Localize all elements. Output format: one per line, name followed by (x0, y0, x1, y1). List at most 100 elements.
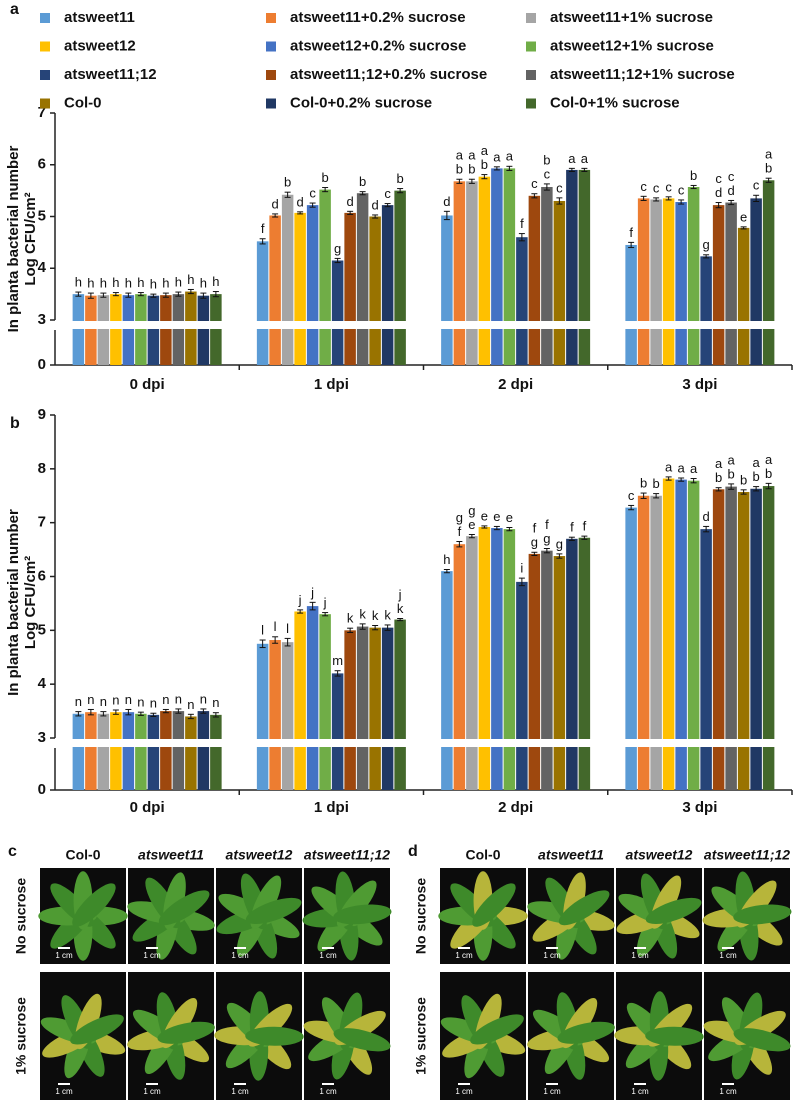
significance-letter: m (332, 653, 343, 668)
x-tick-label: 2 dpi (498, 376, 533, 393)
significance-letter: c (384, 186, 391, 201)
bar (737, 491, 750, 790)
y-tick-label: 6 (38, 567, 46, 584)
significance-letter: k (397, 601, 404, 616)
column-header: atsweet11;12 (304, 847, 390, 863)
significance-letter: g (556, 536, 563, 551)
significance-letter: k (384, 607, 391, 622)
legend-label: Col-0 (64, 94, 102, 111)
significance-letter: b (728, 466, 735, 481)
significance-letter: a (690, 461, 698, 476)
bar (566, 538, 578, 790)
scale-bar-label: 1 cm (231, 1087, 249, 1096)
bar (762, 486, 775, 790)
bar (85, 295, 97, 365)
significance-letter: l (286, 621, 289, 636)
y-tick-label: 7 (38, 104, 46, 121)
x-tick-label: 1 dpi (314, 376, 349, 393)
significance-letter: f (545, 517, 549, 532)
bar (72, 713, 85, 790)
bar (294, 611, 306, 790)
significance-letter: a (765, 452, 773, 467)
bar (135, 713, 147, 790)
legend-swatch (266, 70, 276, 80)
significance-letter: d (715, 185, 722, 200)
legend-swatch (266, 13, 276, 23)
significance-letter: f (629, 225, 633, 240)
significance-letter: b (690, 168, 697, 183)
significance-letter: a (456, 148, 464, 163)
bar (319, 189, 331, 365)
leaf (645, 1026, 704, 1046)
bar (541, 550, 553, 790)
bar (256, 643, 269, 790)
bar (72, 294, 85, 365)
bar (356, 193, 369, 365)
significance-letter: b (715, 470, 722, 485)
significance-letter: h (162, 276, 169, 291)
y-tick-label: 0 (38, 356, 46, 373)
legend-swatch (40, 13, 50, 23)
bar (97, 295, 110, 365)
bar (750, 488, 762, 790)
leaf (245, 1026, 304, 1046)
significance-letter: a (581, 151, 589, 166)
legend-label: atsweet11;12+0.2% sucrose (290, 66, 487, 83)
leaf (245, 897, 302, 925)
x-tick-label: 2 dpi (498, 799, 533, 816)
bar (478, 176, 491, 365)
significance-letter: h (175, 274, 182, 289)
legend-label: atsweet12+1% sucrose (550, 37, 714, 54)
bar (394, 190, 406, 365)
bar (737, 227, 750, 365)
bar (210, 294, 222, 365)
significance-letter: n (87, 692, 94, 707)
bar (172, 711, 185, 790)
bar (441, 571, 453, 790)
scale-bar-label: 1 cm (319, 1087, 337, 1096)
panel-label: a (10, 1, 19, 18)
y-tick-label: 4 (38, 675, 47, 692)
scale-bar-label: 1 cm (143, 1087, 161, 1096)
significance-letter: i (520, 561, 523, 576)
x-tick-label: 3 dpi (682, 799, 717, 816)
significance-letter: c (665, 179, 672, 194)
bar (466, 181, 478, 365)
axis-break (47, 321, 794, 329)
bar (281, 194, 294, 365)
significance-letter: d (372, 197, 379, 212)
significance-letter: n (100, 694, 107, 709)
leaf (645, 897, 702, 925)
significance-letter: k (347, 611, 354, 626)
bar (516, 581, 528, 790)
significance-letter: j (310, 585, 314, 600)
bar (566, 169, 578, 365)
column-header: atsweet12 (226, 847, 293, 863)
legend-label: atsweet12 (64, 37, 136, 54)
significance-letter: c (556, 180, 563, 195)
y-axis-title: In planta bacterial number (5, 509, 22, 696)
significance-letter: b (640, 475, 647, 490)
y-tick-label: 3 (38, 729, 46, 746)
significance-letter: k (372, 608, 379, 623)
significance-letter: g (456, 510, 463, 525)
leaf (557, 1021, 615, 1044)
significance-letter: h (200, 276, 207, 291)
significance-letter: h (137, 275, 144, 290)
significance-letter: n (187, 697, 194, 712)
leaf (72, 883, 116, 927)
scale-bar-label: 1 cm (631, 1087, 649, 1096)
significance-letter: b (322, 170, 329, 185)
significance-letter: c (309, 185, 316, 200)
significance-letter: n (175, 691, 182, 706)
bar (294, 212, 306, 365)
significance-letter: h (125, 276, 132, 291)
significance-letter: b (765, 466, 772, 481)
row-label: 1% sucrose (413, 997, 429, 1075)
leaf (333, 904, 392, 925)
significance-letter: c (728, 169, 735, 184)
bar (356, 626, 369, 790)
significance-letter: n (162, 692, 169, 707)
panel-label: d (408, 843, 418, 860)
row-label: 1% sucrose (13, 997, 29, 1075)
